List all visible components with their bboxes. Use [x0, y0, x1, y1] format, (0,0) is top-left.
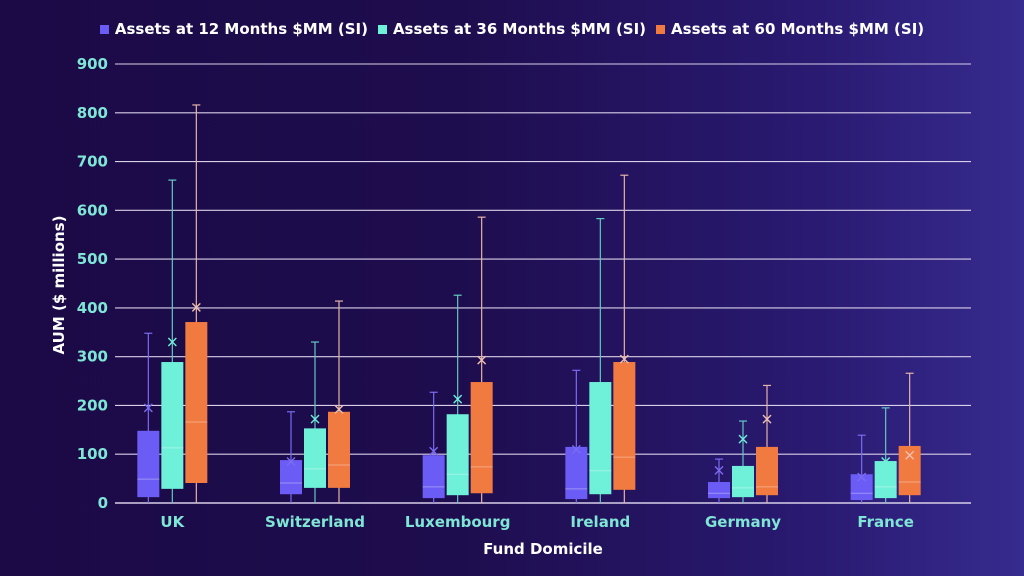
x-category-label: Luxembourg — [405, 513, 511, 531]
gridlines — [115, 63, 971, 504]
y-tick-label: 400 — [77, 299, 108, 317]
legend-label-12-months: Assets at 12 Months $MM (SI) — [114, 20, 368, 38]
mean-marker — [453, 394, 463, 404]
legend-swatch-12-months — [99, 24, 109, 34]
legend-swatch-60-months — [656, 24, 666, 34]
box-france-series-2[interactable] — [898, 372, 921, 503]
box-iqr — [898, 445, 921, 496]
x-category-label: Ireland — [570, 513, 630, 531]
y-tick-label: 500 — [77, 250, 108, 268]
box-iqr — [756, 446, 778, 496]
box-luxembourg-series-1[interactable] — [446, 294, 469, 503]
mean-marker — [334, 404, 344, 414]
legend-label-60-months: Assets at 60 Months $MM (SI) — [671, 20, 925, 38]
box-iqr — [304, 428, 326, 488]
mean-marker — [310, 414, 320, 424]
y-tick-label: 300 — [77, 348, 108, 366]
box-switzerland-series-1[interactable] — [304, 341, 326, 503]
box-luxembourg-series-2[interactable] — [470, 216, 493, 503]
x-axis-title: Fund Domicile — [483, 540, 603, 558]
y-tick-label: 900 — [77, 55, 108, 73]
x-category-label: Switzerland — [265, 513, 365, 531]
box-iqr — [732, 465, 754, 498]
x-category-label: France — [857, 513, 914, 531]
mean-marker — [738, 434, 748, 444]
box-iqr — [708, 482, 730, 499]
box-ireland-series-0[interactable] — [565, 369, 588, 503]
box-uk-series-1[interactable] — [161, 179, 184, 503]
mean-marker — [714, 465, 724, 475]
box-series — [137, 104, 921, 503]
mean-marker — [881, 457, 891, 467]
y-tick-label: 600 — [77, 201, 108, 219]
box-france-series-1[interactable] — [874, 407, 897, 503]
chart-legend: Assets at 12 Months $MM (SI) Assets at 3… — [0, 20, 1024, 38]
mean-marker — [143, 403, 153, 413]
box-iqr — [280, 460, 302, 495]
mean-marker — [619, 354, 629, 364]
legend-item-12-months[interactable]: Assets at 12 Months $MM (SI) — [99, 20, 368, 38]
box-germany-series-1[interactable] — [732, 420, 754, 503]
mean-marker — [762, 414, 772, 424]
x-category-label: Germany — [705, 513, 781, 531]
x-category-label: UK — [160, 513, 185, 531]
box-iqr — [470, 382, 493, 494]
y-tick-label: 800 — [77, 104, 108, 122]
mean-marker — [857, 472, 867, 482]
box-switzerland-series-2[interactable] — [328, 300, 350, 503]
box-iqr — [613, 362, 636, 490]
y-tick-label: 100 — [77, 445, 108, 463]
box-france-series-0[interactable] — [850, 434, 873, 503]
box-iqr — [874, 461, 897, 499]
box-uk-series-2[interactable] — [185, 104, 208, 503]
y-tick-label: 700 — [77, 153, 108, 171]
box-iqr — [446, 414, 469, 496]
box-iqr — [422, 455, 445, 499]
box-ireland-series-1[interactable] — [589, 218, 612, 503]
box-switzerland-series-0[interactable] — [280, 411, 302, 503]
box-iqr — [850, 474, 873, 501]
box-luxembourg-series-0[interactable] — [422, 391, 445, 503]
box-germany-series-2[interactable] — [756, 384, 778, 503]
y-axis-ticks: 0 100 200 300 400 500 600 700 800 900 — [77, 55, 108, 512]
mean-marker — [429, 446, 439, 456]
x-axis-categories: UK Switzerland Luxembourg Ireland Germany Fra… — [160, 513, 914, 531]
legend-swatch-36-months — [377, 24, 387, 34]
box-iqr — [328, 411, 350, 488]
box-germany-series-0[interactable] — [708, 458, 730, 503]
box-iqr — [185, 322, 208, 484]
y-tick-label: 200 — [77, 396, 108, 414]
mean-marker — [286, 457, 296, 467]
mean-marker — [905, 450, 915, 460]
mean-marker — [167, 337, 177, 347]
mean-marker — [191, 302, 201, 312]
box-ireland-series-2[interactable] — [613, 174, 636, 503]
box-iqr — [565, 446, 588, 500]
box-iqr — [161, 362, 184, 489]
legend-item-36-months[interactable]: Assets at 36 Months $MM (SI) — [377, 20, 647, 38]
y-axis-title: AUM ($ millions) — [50, 216, 68, 355]
y-tick-label: 0 — [98, 494, 108, 512]
mean-marker — [571, 444, 581, 454]
legend-item-60-months[interactable]: Assets at 60 Months $MM (SI) — [656, 20, 924, 38]
box-iqr — [137, 430, 160, 498]
mean-marker — [595, 400, 605, 410]
box-uk-series-0[interactable] — [137, 332, 160, 503]
legend-label-36-months: Assets at 36 Months $MM (SI) — [392, 20, 647, 38]
box-iqr — [589, 382, 612, 495]
mean-marker — [477, 355, 487, 365]
